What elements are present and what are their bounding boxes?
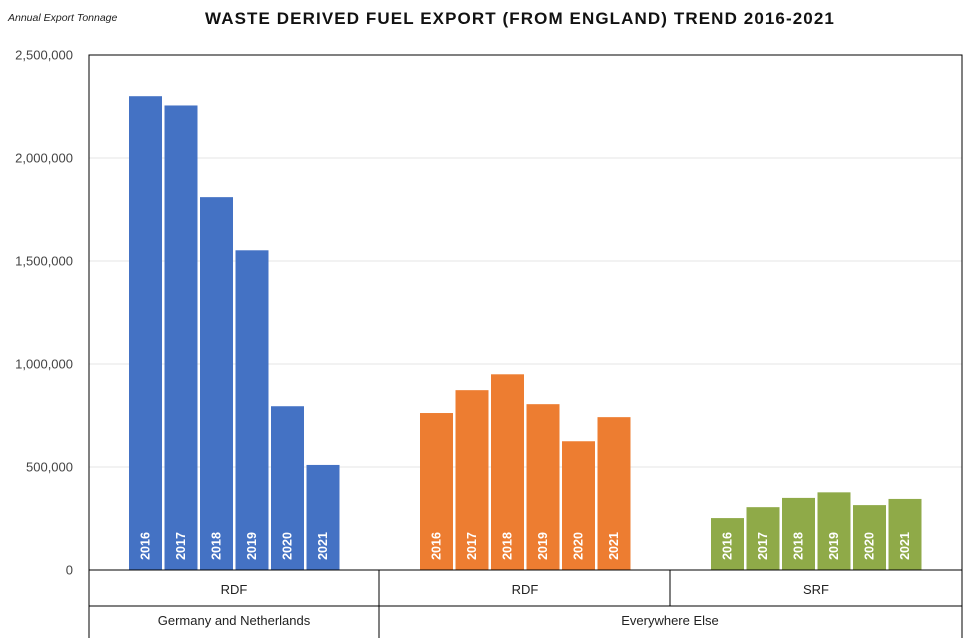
bar-year-label: 2017 — [465, 532, 479, 560]
bar-year-label: 2019 — [536, 532, 550, 560]
bar-year-label: 2019 — [827, 532, 841, 560]
y-axis-unit-label: Annual Export Tonnage — [8, 12, 118, 24]
y-tick-label: 1,500,000 — [15, 254, 73, 269]
bar — [562, 441, 595, 570]
chart-title: WASTE DERIVED FUEL EXPORT (FROM ENGLAND)… — [205, 9, 835, 28]
bar-year-label: 2021 — [898, 532, 912, 560]
bar-year-label: 2020 — [572, 532, 586, 560]
x-axis-categories: RDF RDF SRF Germany and Netherlands Everywhe… — [88, 570, 963, 638]
bar — [235, 250, 269, 570]
plot-frame — [88, 54, 963, 571]
y-tick-label: 500,000 — [26, 460, 73, 475]
bar — [888, 498, 922, 570]
bar — [746, 507, 780, 570]
bar — [306, 464, 340, 570]
y-tick-label: 0 — [66, 563, 73, 578]
bar — [200, 197, 233, 570]
subcategory-label: SRF — [803, 582, 829, 597]
bar-year-label: 2017 — [756, 532, 770, 560]
category-label: Germany and Netherlands — [158, 613, 311, 628]
bar-year-label: 2018 — [210, 532, 224, 560]
plot-border — [88, 54, 963, 571]
bar — [782, 497, 815, 570]
gridlines — [89, 157, 962, 468]
bar — [129, 96, 162, 570]
bar — [420, 413, 453, 570]
y-tick-label: 1,000,000 — [15, 357, 73, 372]
bar-year-label: 2018 — [501, 532, 515, 560]
bar-year-label: 2021 — [316, 532, 330, 560]
y-axis-ticks: 0 500,000 1,000,000 1,500,000 2,000,000 2,500… — [15, 48, 73, 578]
bars: 2016 2017 2018 2019 2020 2021 2016 2017 2018 2019… — [129, 96, 922, 570]
bar — [526, 404, 560, 570]
bar — [455, 390, 489, 570]
bar — [817, 492, 851, 570]
bar — [164, 105, 198, 570]
bar — [711, 518, 744, 570]
bar-year-label: 2016 — [139, 532, 153, 560]
y-tick-label: 2,000,000 — [15, 151, 73, 166]
bar-year-label: 2016 — [721, 532, 735, 560]
subcategory-label: RDF — [512, 582, 539, 597]
bar-year-label: 2017 — [174, 532, 188, 560]
bar-year-label: 2020 — [863, 532, 877, 560]
bar-year-label: 2019 — [245, 532, 259, 560]
bar-year-label: 2021 — [607, 532, 621, 560]
y-tick-label: 2,500,000 — [15, 48, 73, 63]
bar — [271, 406, 304, 570]
bar-year-label: 2018 — [792, 532, 806, 560]
bar — [853, 505, 886, 570]
bar — [491, 374, 524, 570]
bar — [597, 417, 631, 570]
bar-year-label: 2016 — [430, 532, 444, 560]
bar-year-label: 2020 — [281, 532, 295, 560]
subcategory-label: RDF — [221, 582, 248, 597]
category-label: Everywhere Else — [621, 613, 719, 628]
